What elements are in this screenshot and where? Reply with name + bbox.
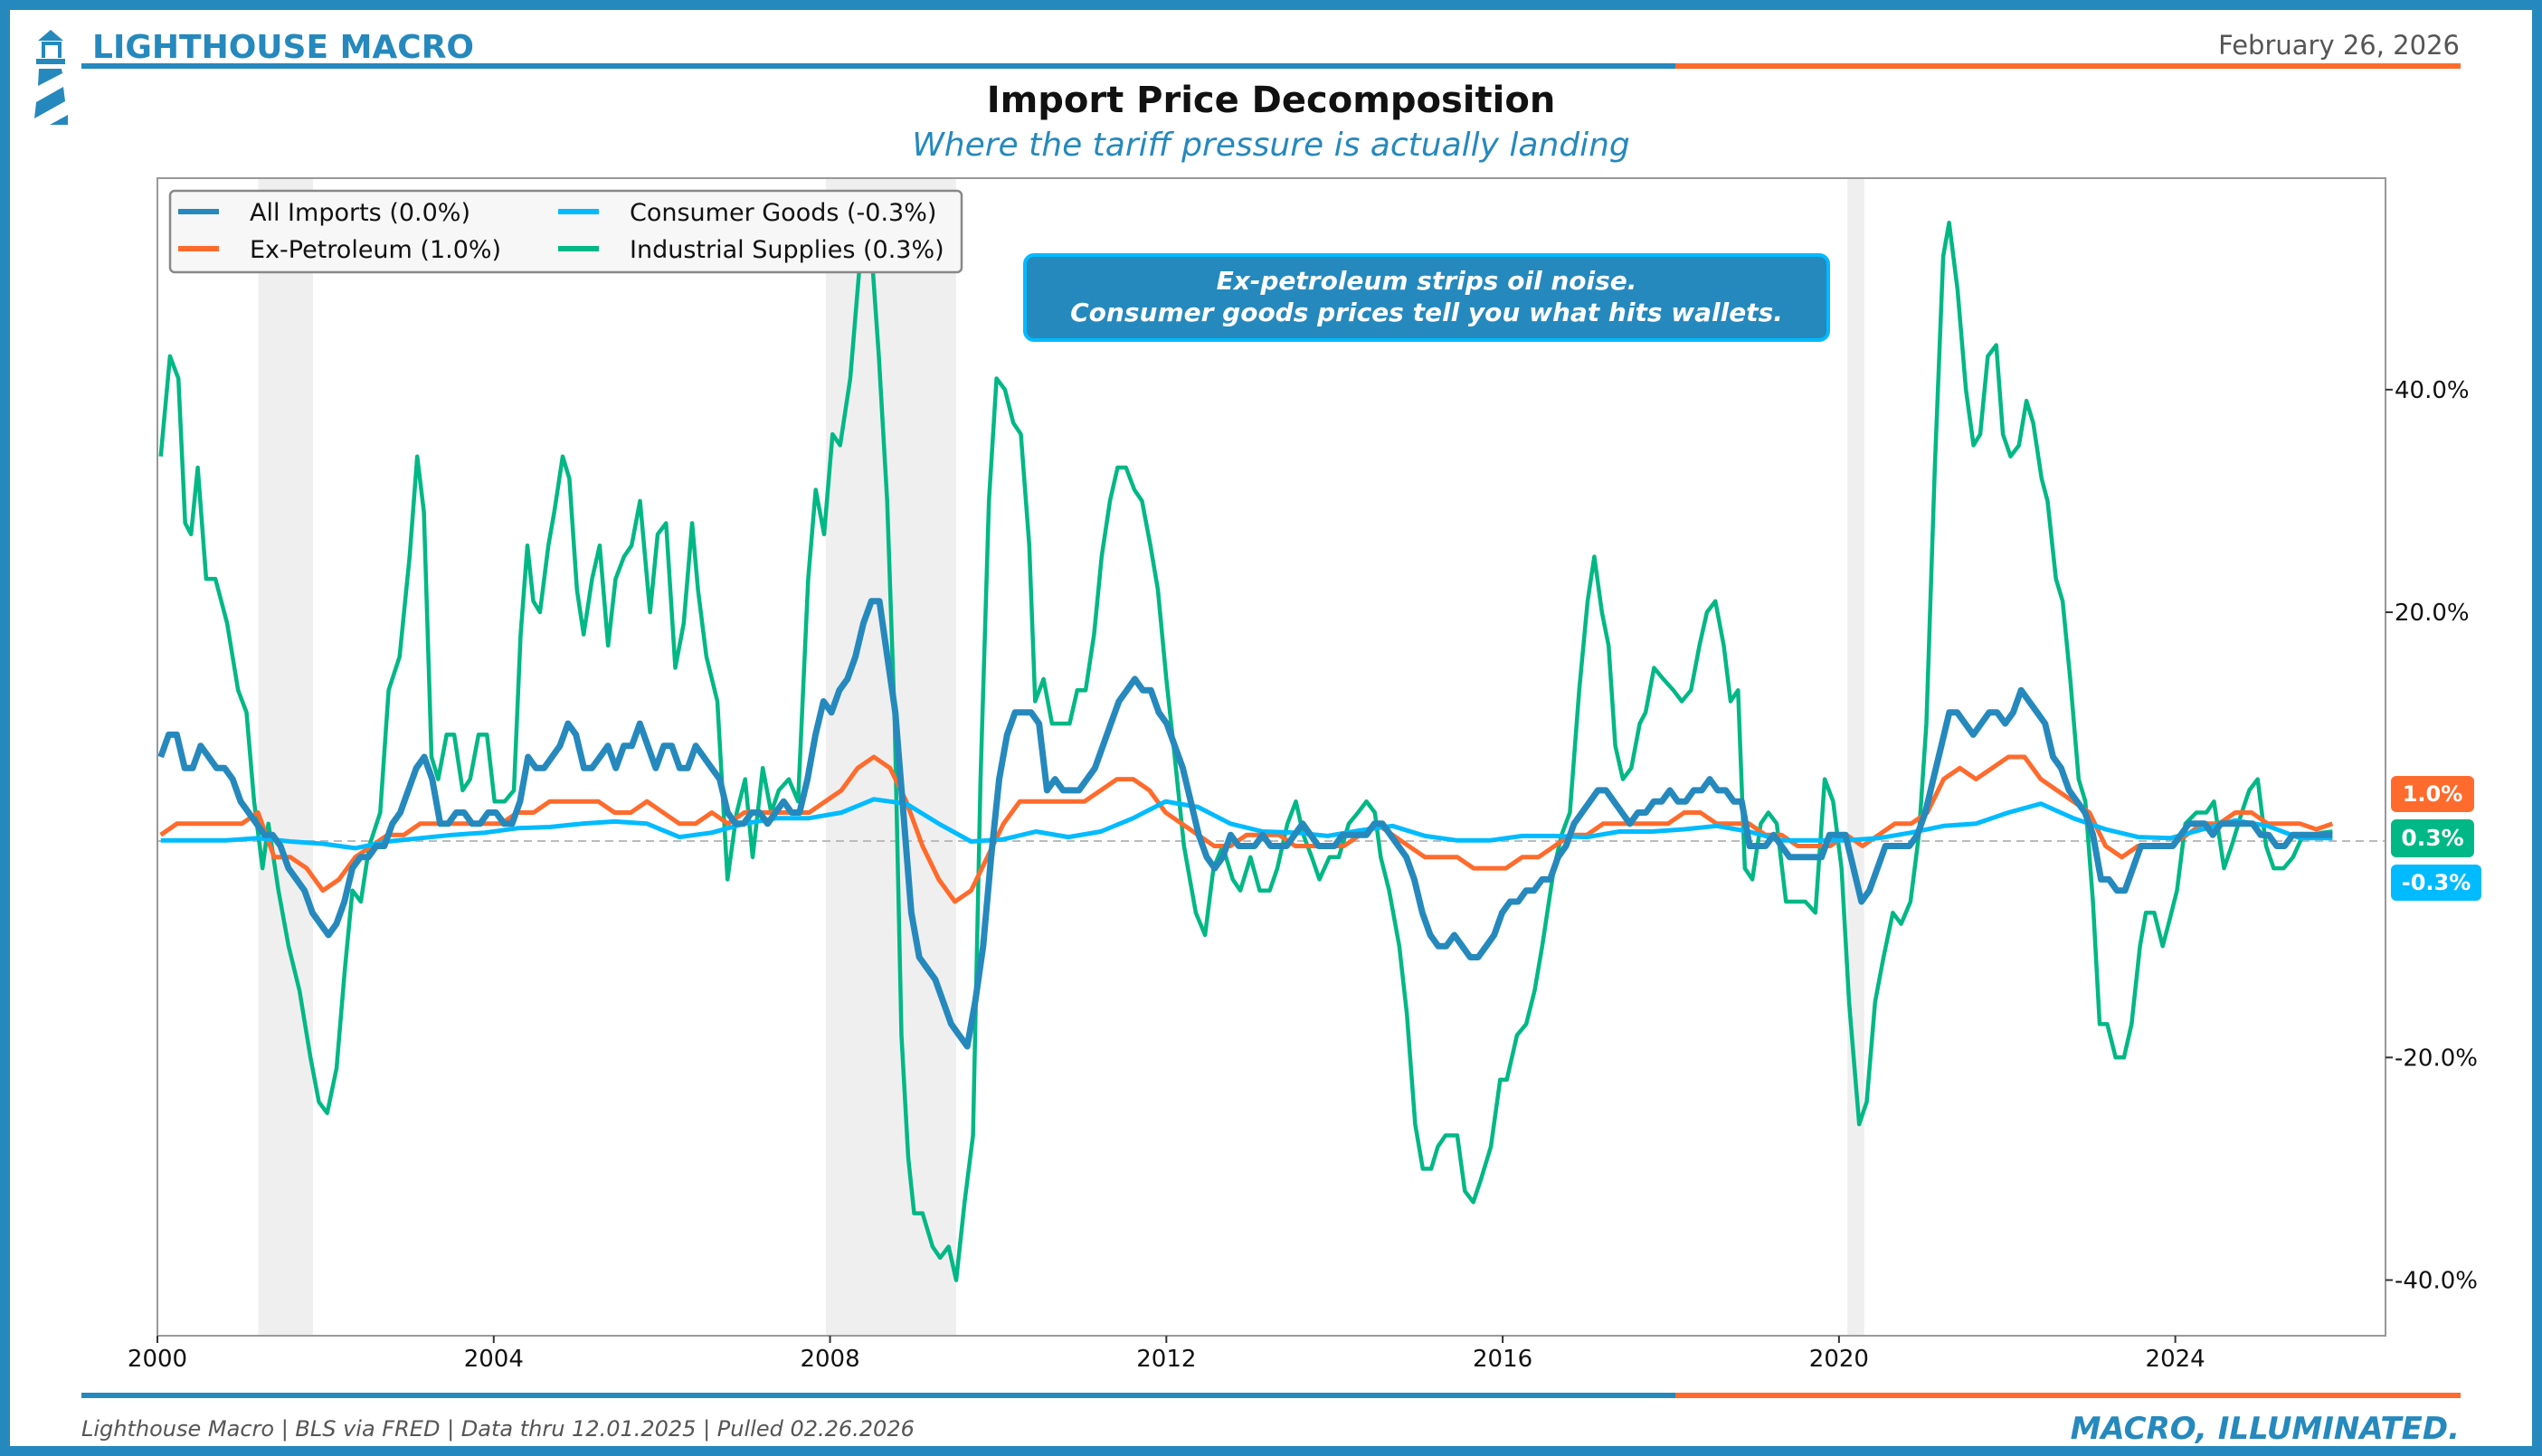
recession-band bbox=[258, 178, 313, 1336]
chart-title: Import Price Decomposition bbox=[987, 80, 1556, 121]
end-label-ex-petroleum: 1.0% bbox=[2391, 776, 2474, 812]
y-tick-label: 20.0% bbox=[2395, 600, 2470, 627]
annotation-line-1: Ex-petroleum strips oil noise. bbox=[1217, 266, 1637, 296]
legend: All Imports (0.0%) Ex-Petroleum (1.0%) C… bbox=[168, 189, 963, 274]
legend-label: Ex-Petroleum (1.0%) bbox=[250, 236, 501, 264]
series-line-consumer-goods bbox=[160, 797, 2333, 851]
y-axis: 40.0% 20.0% -20.0% -40.0% bbox=[2385, 377, 2478, 1294]
plot-frame bbox=[157, 177, 2386, 1337]
legend-item-all-imports[interactable]: All Imports (0.0%) bbox=[178, 199, 470, 227]
x-tick-label: 2024 bbox=[2146, 1346, 2205, 1373]
series-line-all-imports bbox=[157, 598, 2333, 1050]
end-label-industrial-supplies: 0.3% bbox=[2391, 819, 2474, 857]
recession-band bbox=[825, 178, 956, 1336]
footer-rule-orange bbox=[1675, 1393, 2461, 1398]
chart-subtitle: Where the tariff pressure is actually la… bbox=[912, 127, 1630, 164]
y-tick-label: 40.0% bbox=[2395, 377, 2470, 404]
report-date: February 26, 2026 bbox=[2218, 30, 2460, 61]
brand-name: LIGHTHOUSE MACRO bbox=[92, 29, 474, 66]
series-line-ex-petroleum bbox=[159, 754, 2334, 904]
legend-label: Industrial Supplies (0.3%) bbox=[630, 236, 944, 264]
end-label-consumer-goods: -0.3% bbox=[2391, 865, 2481, 901]
footer-tagline: MACRO, ILLUMINATED. bbox=[2071, 1411, 2460, 1447]
recession-shading bbox=[258, 178, 1864, 1336]
series-lines bbox=[157, 220, 2334, 1282]
x-tick-label: 2016 bbox=[1473, 1346, 1532, 1373]
x-tick-label: 2000 bbox=[128, 1346, 187, 1373]
annotation-box: Ex-petroleum strips oil noise. Consumer … bbox=[1023, 253, 1830, 342]
end-label-text: 1.0% bbox=[2403, 781, 2463, 807]
end-label-text: 0.3% bbox=[2401, 825, 2463, 851]
x-axis: 2000 2004 2008 2012 2016 2020 2024 bbox=[128, 1336, 2205, 1373]
lighthouse-logo-icon bbox=[34, 30, 68, 125]
x-tick-label: 2008 bbox=[800, 1346, 859, 1373]
recession-band bbox=[1847, 178, 1864, 1336]
x-tick-label: 2020 bbox=[1809, 1346, 1869, 1373]
header-rule-blue bbox=[81, 63, 1675, 69]
y-tick-label: -20.0% bbox=[2395, 1045, 2478, 1072]
end-label-text: -0.3% bbox=[2402, 870, 2471, 895]
legend-item-industrial-supplies[interactable]: Industrial Supplies (0.3%) bbox=[558, 236, 944, 264]
legend-label: All Imports (0.0%) bbox=[250, 199, 470, 227]
x-tick-label: 2004 bbox=[464, 1346, 524, 1373]
legend-item-consumer-goods[interactable]: Consumer Goods (-0.3%) bbox=[558, 199, 936, 227]
y-tick-label: -40.0% bbox=[2395, 1267, 2478, 1294]
series-line-industrial-supplies bbox=[158, 220, 2333, 1282]
annotation-line-2: Consumer goods prices tell you what hits… bbox=[1070, 298, 1783, 327]
header-rule-orange bbox=[1675, 63, 2461, 69]
legend-item-ex-petroleum[interactable]: Ex-Petroleum (1.0%) bbox=[178, 236, 501, 264]
legend-label: Consumer Goods (-0.3%) bbox=[630, 199, 936, 227]
x-tick-label: 2012 bbox=[1136, 1346, 1196, 1373]
footer-source: Lighthouse Macro | BLS via FRED | Data t… bbox=[81, 1416, 915, 1442]
footer-rule-blue bbox=[81, 1393, 1675, 1398]
